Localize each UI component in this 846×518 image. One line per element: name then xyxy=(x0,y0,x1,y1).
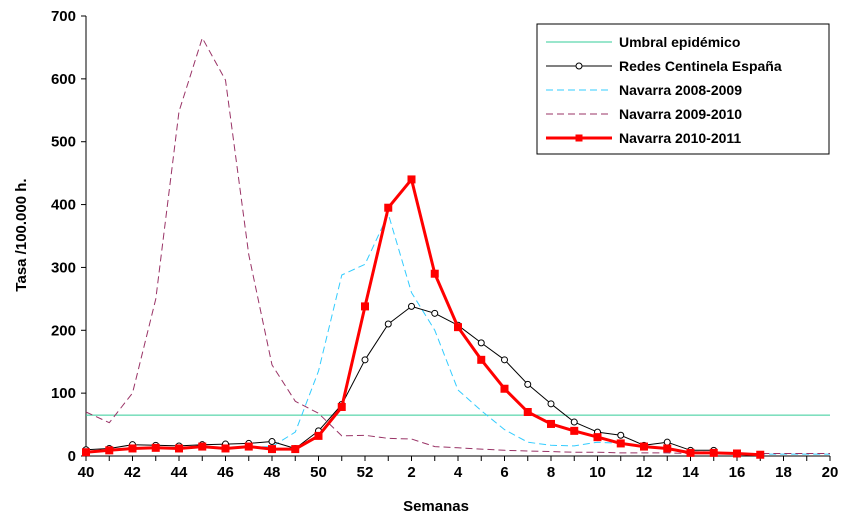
series-group xyxy=(82,37,830,459)
data-point xyxy=(384,203,393,212)
data-point xyxy=(175,444,183,453)
x-tick-label: 50 xyxy=(310,464,327,481)
y-tick-label: 700 xyxy=(51,8,76,25)
data-point xyxy=(593,433,602,442)
legend-label: Umbral epidémico xyxy=(619,34,740,50)
x-tick-label: 4 xyxy=(454,464,463,481)
data-point xyxy=(361,356,369,364)
data-point xyxy=(384,320,392,328)
data-point xyxy=(82,448,90,457)
series-line xyxy=(85,177,761,457)
x-tick-label: 44 xyxy=(171,464,188,481)
y-axis-title: Tasa /100.000 h. xyxy=(13,178,30,291)
data-point xyxy=(407,175,416,184)
x-tick-label: 52 xyxy=(357,464,374,481)
data-point xyxy=(500,384,509,393)
x-tick-label: 42 xyxy=(124,464,141,481)
y-tick-label: 200 xyxy=(51,322,76,339)
data-point xyxy=(733,449,741,458)
data-point xyxy=(268,438,276,446)
data-point xyxy=(151,443,160,452)
data-point xyxy=(337,402,346,411)
x-tick-label: 16 xyxy=(729,464,746,481)
data-point xyxy=(105,446,114,455)
data-point xyxy=(709,448,718,457)
x-axis-title: Semanas xyxy=(403,498,469,515)
data-point xyxy=(198,442,207,451)
data-point xyxy=(454,323,462,332)
legend-label: Navarra 2009-2010 xyxy=(619,106,742,122)
data-point xyxy=(617,431,625,439)
data-point xyxy=(547,400,555,408)
x-tick-label: 10 xyxy=(589,464,606,481)
x-tick-label: 48 xyxy=(264,464,281,481)
data-point xyxy=(663,444,672,453)
y-tick-label: 300 xyxy=(51,259,76,276)
data-point xyxy=(640,442,648,451)
data-point xyxy=(361,302,369,311)
x-tick-label: 18 xyxy=(775,464,792,481)
data-point xyxy=(523,408,532,416)
x-tick-label: 20 xyxy=(822,464,839,481)
data-point xyxy=(221,444,230,453)
x-tick-label: 2 xyxy=(407,464,415,481)
y-tick-label: 500 xyxy=(51,134,76,151)
data-point xyxy=(477,355,486,364)
legend-marker xyxy=(575,62,583,70)
data-point xyxy=(268,445,276,454)
series-4 xyxy=(82,175,765,459)
series-2 xyxy=(85,213,830,455)
data-point xyxy=(570,418,578,426)
data-point xyxy=(501,356,508,364)
series-line xyxy=(85,213,830,455)
y-tick-label: 600 xyxy=(51,71,76,88)
y-tick-label: 400 xyxy=(51,197,76,214)
series-3 xyxy=(85,37,830,454)
y-tick-label: 0 xyxy=(68,448,76,465)
series-1 xyxy=(82,302,718,454)
series-line xyxy=(85,37,830,454)
x-tick-label: 40 xyxy=(78,464,95,481)
data-point xyxy=(314,431,323,440)
data-point xyxy=(291,445,300,454)
data-point xyxy=(756,450,765,459)
data-point xyxy=(128,444,137,453)
data-point xyxy=(616,439,625,448)
x-tick-label: 6 xyxy=(500,464,508,481)
legend: Umbral epidémico Redes Centinela España Na… xyxy=(536,23,830,155)
data-point xyxy=(686,448,695,457)
series-line xyxy=(85,305,714,451)
data-point xyxy=(547,419,555,428)
data-point xyxy=(570,426,579,435)
data-point xyxy=(430,269,439,278)
data-point xyxy=(431,309,439,317)
legend-box xyxy=(536,23,830,155)
legend-marker xyxy=(575,134,583,142)
x-tick-label: 46 xyxy=(217,464,234,481)
data-point xyxy=(524,380,532,388)
data-point xyxy=(663,438,671,446)
data-point xyxy=(408,302,415,310)
legend-label: Redes Centinela España xyxy=(619,58,782,74)
legend-label: Navarra 2008-2009 xyxy=(619,82,742,98)
data-point xyxy=(477,339,485,347)
data-point xyxy=(244,442,253,451)
x-tick-label: 12 xyxy=(636,464,653,481)
legend-label: Navarra 2010-2011 xyxy=(619,130,741,146)
x-tick-label: 8 xyxy=(547,464,555,481)
x-tick-label: 14 xyxy=(682,464,699,481)
y-tick-label: 100 xyxy=(51,385,76,402)
